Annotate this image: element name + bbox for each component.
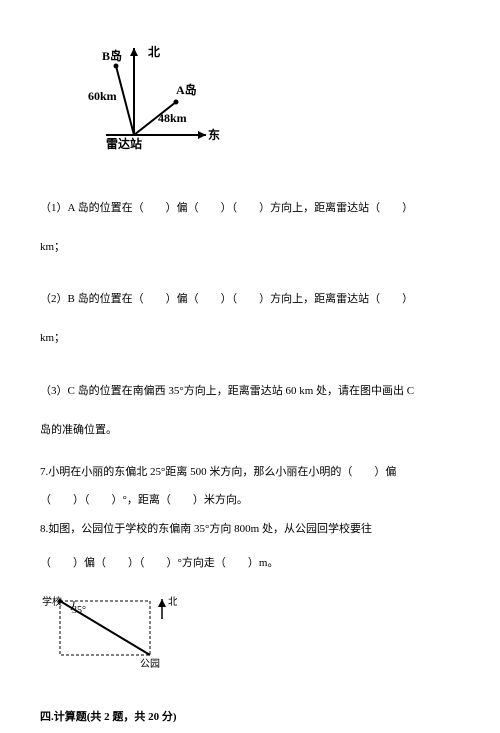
svg-text:B岛: B岛 [102,48,122,63]
svg-text:雷达站: 雷达站 [106,136,142,151]
q8-line1: 8.如图，公园位于学校的东偏南 35°方向 800m 处，从公园回学校要往 [40,519,460,540]
svg-text:48km: 48km [158,111,187,125]
q3-line2: 岛的准确位置。 [40,415,460,446]
radar-svg: 北东 B岛 A岛雷达站 60km 48km [76,40,226,160]
school-park-diagram: 学校 35° 北公园 [42,589,460,684]
q7-line1: 7.小明在小丽的东偏北 25°距离 500 米方向，那么小丽在小明的（ ）偏 [40,462,460,483]
svg-text:公园: 公园 [140,658,160,670]
svg-text:北: 北 [148,44,160,59]
q1-line2: km； [40,232,460,263]
radar-diagram: 北东 B岛 A岛雷达站 60km 48km [76,40,460,173]
q2-line1: （2）B 岛的位置在（ ）偏（ ）（ ）方向上，距离雷达站（ ） [40,284,460,315]
svg-text:学校: 学校 [42,595,62,608]
svg-text:北: 北 [168,596,177,608]
q3-line1: （3）C 岛的位置在南偏西 35°方向上，距离雷达站 60 km 处，请在图中画… [40,376,460,407]
svg-text:A岛: A岛 [176,82,197,97]
svg-text:60km: 60km [88,89,117,103]
q8-line2: （ ）偏（ ）（ ）°方向走（ ）m。 [40,548,460,579]
svg-text:35°: 35° [72,605,86,616]
q1-line1: （1）A 岛的位置在（ ）偏（ ）（ ）方向上，距离雷达站（ ） [40,193,460,224]
svg-text:东: 东 [208,127,220,142]
school-park-svg: 学校 35° 北公园 [42,589,177,671]
q2-line2: km； [40,323,460,354]
section-4-title: 四.计算题(共 2 题，共 20 分) [40,702,460,733]
q7-line2: （ ）（ ）°，距离（ ）米方向。 [40,490,460,511]
